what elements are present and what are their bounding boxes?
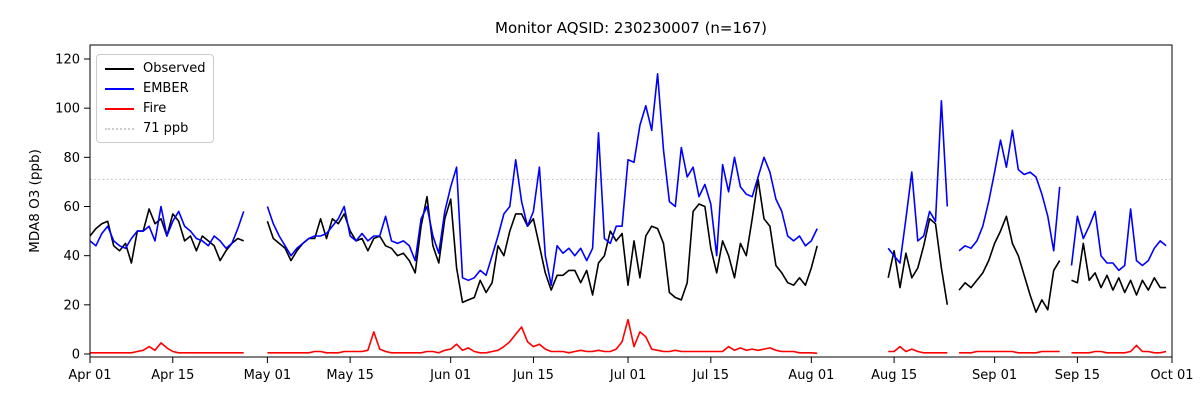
x-tick-label: May 01	[244, 368, 292, 383]
y-axis-label: MDA8 O3 (ppb)	[27, 149, 43, 253]
x-tick-label: Jun 01	[429, 368, 471, 383]
legend-label-fire: Fire	[143, 101, 167, 116]
observed-line-sample	[105, 67, 134, 70]
plot-area: 0 20 40 60 80 100 120 Apr 01 Apr 15 May 01 May 15 J…	[55, 53, 1193, 384]
legend-label-ember: EMBER	[143, 81, 189, 96]
y-tick-label: 60	[63, 200, 80, 215]
series-line-ember	[89, 73, 1167, 286]
y-tick-label: 20	[63, 298, 80, 313]
series-line-observed	[89, 178, 1167, 313]
ref-line-sample	[105, 127, 134, 130]
ember-line-sample	[105, 87, 134, 90]
series-line-fire	[90, 318, 1167, 355]
x-tick-label: Apr 15	[151, 368, 194, 383]
plot-frame	[89, 44, 1173, 358]
y-tick-label: 120	[55, 53, 80, 68]
x-tick-label: May 15	[326, 368, 374, 383]
legend-item-ember: EMBER	[105, 82, 203, 95]
fire-line-sample	[105, 107, 134, 110]
y-tick-label: 40	[63, 249, 80, 264]
x-tick-label: Aug 01	[788, 368, 834, 383]
legend-label-observed: Observed	[143, 61, 206, 76]
y-tick-label: 80	[63, 151, 80, 166]
x-tick-label: Apr 01	[68, 368, 111, 383]
x-tick-label: Oct 01	[1150, 368, 1193, 383]
x-tick-label: Jul 15	[692, 368, 729, 383]
x-tick-label: Aug 15	[871, 368, 917, 383]
y-tick-label: 100	[55, 102, 80, 117]
x-tick-label: Sep 01	[972, 368, 1017, 383]
legend-item-fire: Fire	[105, 102, 203, 115]
chart-title: Monitor AQSID: 230230007 (n=167)	[495, 19, 767, 37]
x-tick-label: Jul 01	[609, 368, 646, 383]
y-tick-label: 0	[72, 348, 80, 363]
legend-item-ref-line: 71 ppb	[105, 122, 203, 135]
legend-item-observed: Observed	[105, 61, 206, 76]
legend-label-ref: 71 ppb	[143, 121, 189, 136]
x-tick-label: Sep 15	[1055, 368, 1100, 383]
x-tick-label: Jun 15	[512, 368, 554, 383]
legend: Observed EMBER Fire 71 ppb	[96, 54, 214, 143]
